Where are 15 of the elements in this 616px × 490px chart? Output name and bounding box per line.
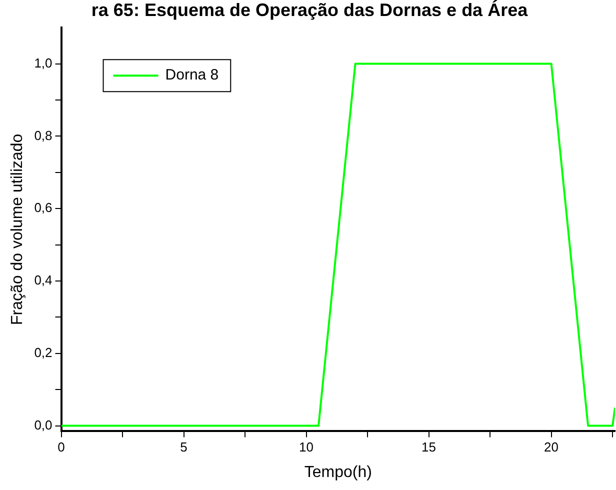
y-tick-label: 1,0 xyxy=(34,55,52,70)
y-tick-label: 0,0 xyxy=(34,417,52,432)
x-tick-label: 0 xyxy=(58,440,65,455)
legend-label: Dorna 8 xyxy=(165,66,219,84)
x-axis-title: Tempo(h) xyxy=(304,464,372,481)
y-tick-label: 0,6 xyxy=(34,200,52,216)
x-tick-label: 5 xyxy=(180,440,188,455)
x-tick-label: 20 xyxy=(544,440,559,455)
y-tick-label: 0,4 xyxy=(34,272,52,288)
x-tick-label: 15 xyxy=(422,440,436,455)
y-tick-label: 0,8 xyxy=(34,128,52,143)
y-axis-title: Fração do volume utilizado xyxy=(9,134,26,326)
y-tick-label: 0,2 xyxy=(34,344,52,360)
chart-title: ra 65: Esquema de Operação das Dornas e da Área xyxy=(91,0,529,20)
x-tick-label: 10 xyxy=(299,440,314,455)
